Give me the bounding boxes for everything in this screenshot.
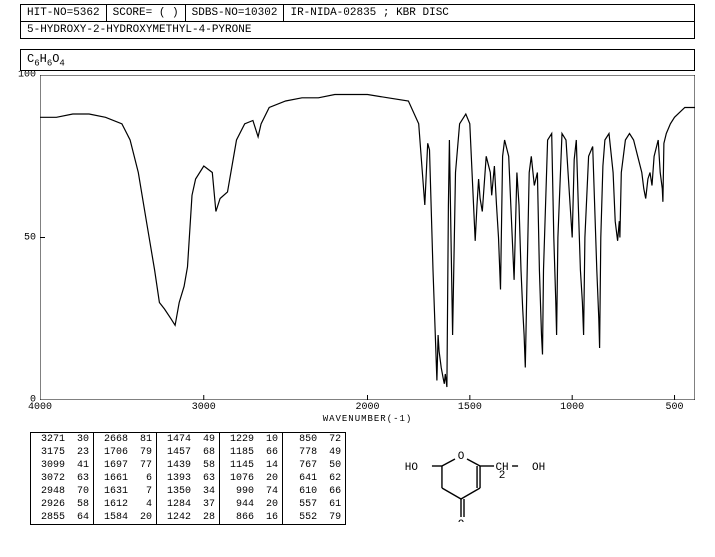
y-tick-label: 0 <box>30 395 40 406</box>
peak-column: 2668 81 1706 79 1697 77 1661 6 1631 7 16… <box>94 433 157 524</box>
svg-text:2: 2 <box>499 470 506 482</box>
x-tick-label: 500 <box>666 400 684 413</box>
peak-cell: 1393 63 <box>157 472 219 485</box>
compound-name: 5-HYDROXY-2-HYDROXYMETHYL-4-PYRONE <box>20 22 695 39</box>
spectrum-plot <box>40 75 695 400</box>
peak-column: 1229 10 1185 66 1145 14 1076 20 990 74 9… <box>220 433 283 524</box>
peak-cell: 2668 81 <box>94 433 156 446</box>
formula: C6H6O4 <box>20 49 695 71</box>
peak-column: 3271 30 3175 23 3099 41 3072 63 2948 70 … <box>31 433 94 524</box>
source-cell: IR-NIDA-02835 ; KBR DISC <box>284 5 694 21</box>
peak-table: 3271 30 3175 23 3099 41 3072 63 2948 70 … <box>30 432 346 525</box>
peak-cell: 1697 77 <box>94 459 156 472</box>
header-row: HIT-NO=5362 SCORE= ( ) SDBS-NO=10302 IR-… <box>20 4 695 22</box>
peak-column: 1474 49 1457 68 1439 58 1393 63 1350 34 … <box>157 433 220 524</box>
peak-cell: 3099 41 <box>31 459 93 472</box>
x-tick-label: 1000 <box>560 400 584 413</box>
peak-cell: 3072 63 <box>31 472 93 485</box>
peak-cell: 552 79 <box>283 511 345 524</box>
peak-cell: 1350 34 <box>157 485 219 498</box>
hit-no-cell: HIT-NO=5362 <box>21 5 107 21</box>
sdbs-no-cell: SDBS-NO=10302 <box>186 5 285 21</box>
svg-text:OH: OH <box>532 462 545 474</box>
peak-cell: 1229 10 <box>220 433 282 446</box>
peak-cell: 990 74 <box>220 485 282 498</box>
score-cell: SCORE= ( ) <box>107 5 186 21</box>
peak-cell: 1612 4 <box>94 498 156 511</box>
peak-cell: 778 49 <box>283 446 345 459</box>
peak-cell: 1474 49 <box>157 433 219 446</box>
peak-column: 850 72 778 49 767 50 641 62 610 66 557 6… <box>283 433 345 524</box>
peak-cell: 1661 6 <box>94 472 156 485</box>
peak-cell: 641 62 <box>283 472 345 485</box>
y-tick-label: 100 <box>18 70 40 81</box>
peak-cell: 1457 68 <box>157 446 219 459</box>
x-tick-label: 3000 <box>192 400 216 413</box>
peak-cell: 1631 7 <box>94 485 156 498</box>
peak-cell: 2926 58 <box>31 498 93 511</box>
y-tick-label: 50 <box>24 232 40 243</box>
peak-cell: 850 72 <box>283 433 345 446</box>
molecule-structure: OOHOCH2OH <box>366 432 715 526</box>
peak-cell: 1584 20 <box>94 511 156 524</box>
peak-cell: 944 20 <box>220 498 282 511</box>
bottom-row: 3271 30 3175 23 3099 41 3072 63 2948 70 … <box>30 432 715 526</box>
peak-cell: 1706 79 <box>94 446 156 459</box>
peak-cell: 2855 64 <box>31 511 93 524</box>
peak-cell: 1439 58 <box>157 459 219 472</box>
ir-spectrum-chart: TRANSMITTANCE(%) WAVENUMBER(-1) 40003000… <box>40 75 695 400</box>
peak-cell: 1185 66 <box>220 446 282 459</box>
x-tick-label: 1500 <box>458 400 482 413</box>
peak-cell: 767 50 <box>283 459 345 472</box>
peak-cell: 610 66 <box>283 485 345 498</box>
svg-text:HO: HO <box>405 462 419 474</box>
peak-cell: 1076 20 <box>220 472 282 485</box>
peak-cell: 2948 70 <box>31 485 93 498</box>
x-tick-label: 2000 <box>355 400 379 413</box>
peak-cell: 1284 37 <box>157 498 219 511</box>
peak-cell: 1145 14 <box>220 459 282 472</box>
peak-cell: 557 61 <box>283 498 345 511</box>
peak-cell: 1242 28 <box>157 511 219 524</box>
peak-cell: 3271 30 <box>31 433 93 446</box>
peak-cell: 866 16 <box>220 511 282 524</box>
svg-text:O: O <box>458 519 465 522</box>
svg-text:O: O <box>458 451 465 463</box>
peak-cell: 3175 23 <box>31 446 93 459</box>
